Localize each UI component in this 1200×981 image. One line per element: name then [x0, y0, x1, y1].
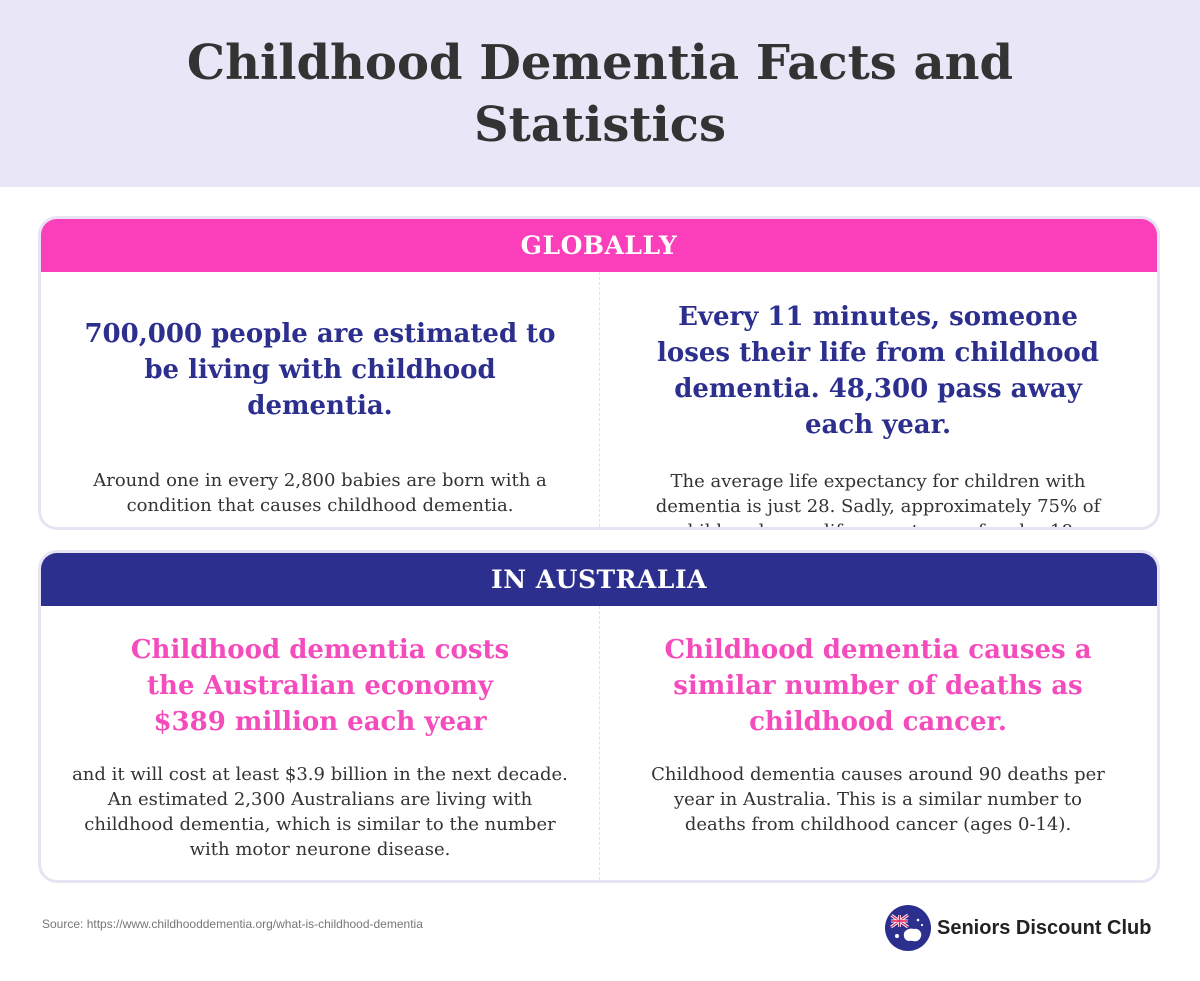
- column-divider: [599, 606, 600, 880]
- brand-logo-lockup[interactable]: Seniors Discount Club: [887, 906, 1151, 950]
- australia-fact-left: Childhood dementia costs the Australian …: [41, 606, 599, 880]
- fact-body: and it will cost at least $3.9 billion i…: [72, 764, 568, 860]
- fact-body: Around one in every 2,800 babies are bor…: [93, 470, 547, 516]
- globally-columns: 700,000 people are estimated to be livin…: [41, 272, 1157, 527]
- source-citation: Source: https://www.childhooddementia.or…: [42, 917, 423, 931]
- globally-heading: GLOBALLY: [41, 219, 1157, 272]
- globally-card: GLOBALLY 700,000 people are estimated to…: [41, 219, 1157, 527]
- fact-body: The average life expectancy for children…: [655, 471, 1101, 527]
- column-divider: [599, 272, 600, 527]
- fact-headline: Every 11 minutes, someone loses their li…: [657, 302, 1099, 440]
- australia-card: IN AUSTRALIA Childhood dementia costs th…: [41, 553, 1157, 880]
- fact-headline: Childhood dementia causes a similar numb…: [664, 635, 1092, 737]
- australia-flag-icon: [887, 907, 929, 949]
- page-title: Childhood Dementia Facts and Statistics: [186, 34, 1014, 153]
- globally-fact-right: Every 11 minutes, someone loses their li…: [599, 272, 1157, 527]
- brand-name: Seniors Discount Club: [937, 916, 1152, 939]
- header: Childhood Dementia Facts and Statistics: [0, 0, 1200, 187]
- australia-columns: Childhood dementia costs the Australian …: [41, 606, 1157, 880]
- fact-headline: Childhood dementia costs the Australian …: [130, 635, 510, 737]
- fact-body: Childhood dementia causes around 90 deat…: [651, 764, 1105, 835]
- fact-headline: 700,000 people are estimated to be livin…: [84, 319, 556, 421]
- globally-fact-left: 700,000 people are estimated to be livin…: [41, 272, 599, 527]
- australia-heading: IN AUSTRALIA: [41, 553, 1157, 606]
- australia-fact-right: Childhood dementia causes a similar numb…: [599, 606, 1157, 880]
